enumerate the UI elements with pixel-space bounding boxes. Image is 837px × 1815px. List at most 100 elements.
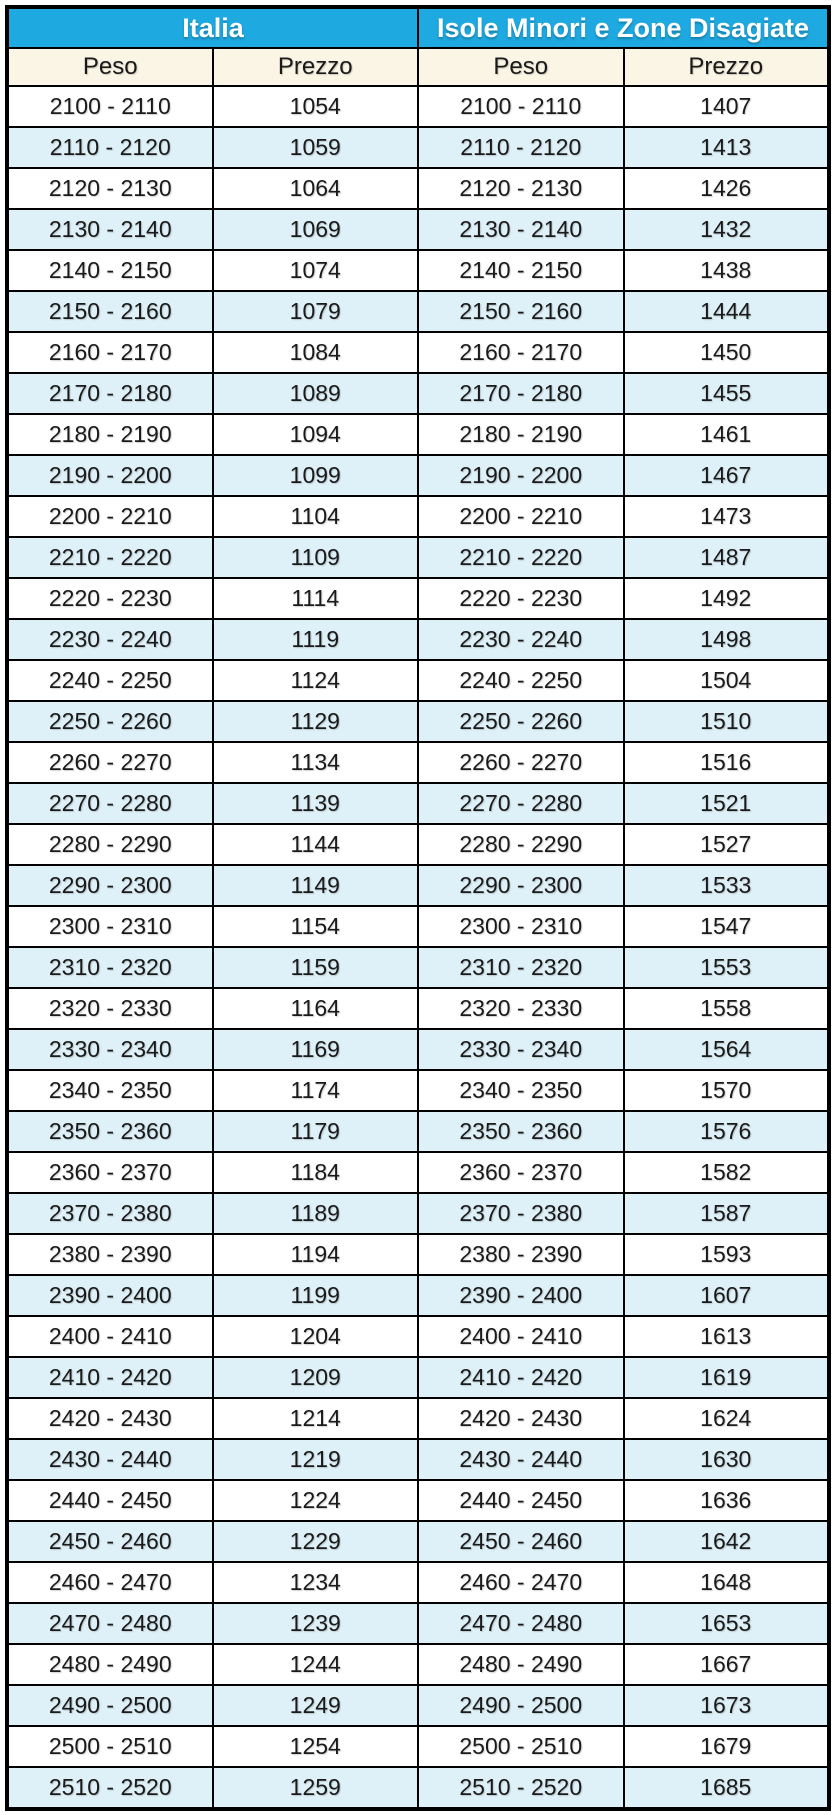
prezzo-isole-cell: 1521: [622, 782, 830, 825]
prezzo-isole-cell: 1510: [622, 700, 830, 743]
peso-isole-cell: 2370 - 2380: [417, 1192, 625, 1235]
peso-italia-cell: 2510 - 2520: [6, 1766, 214, 1810]
table-row: 2260 - 2270 1134 2260 - 2270 1516: [6, 741, 830, 784]
table-row: 2210 - 2220 1109 2210 - 2220 1487: [6, 536, 830, 579]
peso-isole-cell: 2290 - 2300: [417, 864, 625, 907]
peso-isole-cell: 2230 - 2240: [417, 618, 625, 661]
peso-isole-cell: 2160 - 2170: [417, 331, 625, 374]
prezzo-italia-cell: 1079: [211, 290, 419, 333]
peso-italia-cell: 2350 - 2360: [6, 1110, 214, 1153]
prezzo-isole-cell: 1636: [622, 1479, 830, 1522]
peso-italia-cell: 2280 - 2290: [6, 823, 214, 866]
table-row: 2420 - 2430 1214 2420 - 2430 1624: [6, 1397, 830, 1440]
peso-italia-cell: 2130 - 2140: [6, 208, 214, 251]
prezzo-isole-cell: 1593: [622, 1233, 830, 1276]
prezzo-italia-cell: 1154: [211, 905, 419, 948]
prezzo-isole-cell: 1648: [622, 1561, 830, 1604]
table-row: 2290 - 2300 1149 2290 - 2300 1533: [6, 864, 830, 907]
prezzo-isole-cell: 1607: [622, 1274, 830, 1317]
table-row: 2460 - 2470 1234 2460 - 2470 1648: [6, 1561, 830, 1604]
peso-isole-cell: 2270 - 2280: [417, 782, 625, 825]
peso-isole-cell: 2400 - 2410: [417, 1315, 625, 1358]
table-row: 2130 - 2140 1069 2130 - 2140 1432: [6, 208, 830, 251]
prezzo-isole-cell: 1516: [622, 741, 830, 784]
peso-isole-cell: 2450 - 2460: [417, 1520, 625, 1563]
prezzo-isole-cell: 1642: [622, 1520, 830, 1563]
prezzo-isole-cell: 1487: [622, 536, 830, 579]
peso-italia-cell: 2230 - 2240: [6, 618, 214, 661]
peso-isole-cell: 2500 - 2510: [417, 1725, 625, 1768]
peso-isole-cell: 2280 - 2290: [417, 823, 625, 866]
peso-italia-cell: 2330 - 2340: [6, 1028, 214, 1071]
peso-isole-cell: 2220 - 2230: [417, 577, 625, 620]
peso-isole-cell: 2120 - 2130: [417, 167, 625, 210]
prezzo-isole-cell: 1576: [622, 1110, 830, 1153]
prezzo-italia-cell: 1224: [211, 1479, 419, 1522]
peso-italia-cell: 2320 - 2330: [6, 987, 214, 1030]
peso-italia-cell: 2250 - 2260: [6, 700, 214, 743]
prezzo-isole-cell: 1492: [622, 577, 830, 620]
prezzo-isole-cell: 1498: [622, 618, 830, 661]
peso-isole-cell: 2150 - 2160: [417, 290, 625, 333]
peso-italia-cell: 2430 - 2440: [6, 1438, 214, 1481]
prezzo-italia-cell: 1119: [211, 618, 419, 661]
col-header-peso-italia: Peso: [6, 47, 214, 87]
table-body: 2100 - 2110 1054 2100 - 2110 1407 2110 - 212…: [6, 85, 830, 1810]
peso-italia-cell: 2240 - 2250: [6, 659, 214, 702]
table-row: 2170 - 2180 1089 2170 - 2180 1455: [6, 372, 830, 415]
prezzo-isole-cell: 1624: [622, 1397, 830, 1440]
prezzo-italia-cell: 1234: [211, 1561, 419, 1604]
prezzo-italia-cell: 1069: [211, 208, 419, 251]
peso-isole-cell: 2490 - 2500: [417, 1684, 625, 1727]
prezzo-italia-cell: 1074: [211, 249, 419, 292]
prezzo-italia-cell: 1194: [211, 1233, 419, 1276]
peso-italia-cell: 2450 - 2460: [6, 1520, 214, 1563]
peso-isole-cell: 2340 - 2350: [417, 1069, 625, 1112]
table-row: 2140 - 2150 1074 2140 - 2150 1438: [6, 249, 830, 292]
table-row: 2300 - 2310 1154 2300 - 2310 1547: [6, 905, 830, 948]
prezzo-isole-cell: 1630: [622, 1438, 830, 1481]
table-row: 2500 - 2510 1254 2500 - 2510 1679: [6, 1725, 830, 1768]
peso-isole-cell: 2410 - 2420: [417, 1356, 625, 1399]
prezzo-italia-cell: 1259: [211, 1766, 419, 1810]
peso-isole-cell: 2140 - 2150: [417, 249, 625, 292]
price-table: Italia Isole Minori e Zone Disagiate Pes…: [5, 5, 831, 1811]
peso-isole-cell: 2310 - 2320: [417, 946, 625, 989]
table-row: 2340 - 2350 1174 2340 - 2350 1570: [6, 1069, 830, 1112]
table-row: 2310 - 2320 1159 2310 - 2320 1553: [6, 946, 830, 989]
table-row: 2450 - 2460 1229 2450 - 2460 1642: [6, 1520, 830, 1563]
prezzo-isole-cell: 1432: [622, 208, 830, 251]
peso-isole-cell: 2250 - 2260: [417, 700, 625, 743]
prezzo-italia-cell: 1254: [211, 1725, 419, 1768]
table-row: 2370 - 2380 1189 2370 - 2380 1587: [6, 1192, 830, 1235]
prezzo-italia-cell: 1159: [211, 946, 419, 989]
prezzo-italia-cell: 1219: [211, 1438, 419, 1481]
peso-isole-cell: 2480 - 2490: [417, 1643, 625, 1686]
peso-italia-cell: 2300 - 2310: [6, 905, 214, 948]
prezzo-italia-cell: 1169: [211, 1028, 419, 1071]
prezzo-italia-cell: 1214: [211, 1397, 419, 1440]
peso-italia-cell: 2490 - 2500: [6, 1684, 214, 1727]
table-row: 2430 - 2440 1219 2430 - 2440 1630: [6, 1438, 830, 1481]
prezzo-isole-cell: 1533: [622, 864, 830, 907]
prezzo-italia-cell: 1229: [211, 1520, 419, 1563]
peso-isole-cell: 2430 - 2440: [417, 1438, 625, 1481]
peso-italia-cell: 2110 - 2120: [6, 126, 214, 169]
table-row: 2330 - 2340 1169 2330 - 2340 1564: [6, 1028, 830, 1071]
table-row: 2490 - 2500 1249 2490 - 2500 1673: [6, 1684, 830, 1727]
peso-italia-cell: 2290 - 2300: [6, 864, 214, 907]
prezzo-italia-cell: 1094: [211, 413, 419, 456]
prezzo-isole-cell: 1587: [622, 1192, 830, 1235]
peso-isole-cell: 2130 - 2140: [417, 208, 625, 251]
table-row: 2270 - 2280 1139 2270 - 2280 1521: [6, 782, 830, 825]
prezzo-italia-cell: 1054: [211, 85, 419, 128]
peso-isole-cell: 2180 - 2190: [417, 413, 625, 456]
peso-italia-cell: 2500 - 2510: [6, 1725, 214, 1768]
peso-isole-cell: 2420 - 2430: [417, 1397, 625, 1440]
peso-italia-cell: 2460 - 2470: [6, 1561, 214, 1604]
peso-isole-cell: 2470 - 2480: [417, 1602, 625, 1645]
peso-italia-cell: 2140 - 2150: [6, 249, 214, 292]
prezzo-isole-cell: 1582: [622, 1151, 830, 1194]
peso-isole-cell: 2100 - 2110: [417, 85, 625, 128]
prezzo-italia-cell: 1239: [211, 1602, 419, 1645]
